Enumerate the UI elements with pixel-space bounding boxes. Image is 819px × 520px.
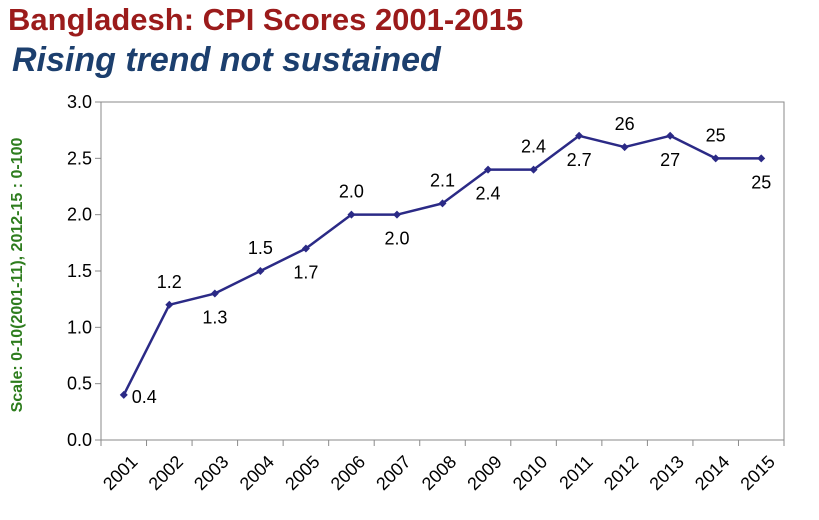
data-label: 2.4: [521, 137, 546, 157]
y-ticks: 0.0 0.5 1.0 1.5 2.0 2.5 3.0: [67, 92, 101, 450]
data-point: [484, 165, 493, 174]
data-point: [301, 244, 310, 253]
x-tick-label: 2003: [190, 452, 232, 494]
data-point: [347, 210, 356, 219]
data-label: 1.3: [202, 308, 227, 328]
data-point: [575, 131, 584, 140]
data-label: 2.0: [384, 229, 409, 249]
data-labels: 0.4 1.2 1.3 1.5 1.7 2.0 2.0 2.1 2.4 2.4 2.7 26 27 25 2…: [132, 114, 771, 407]
plot-area-border: [100, 101, 785, 441]
y-tick-label: 1.5: [67, 261, 92, 281]
x-tick-label: 2002: [145, 452, 187, 494]
data-label: 25: [706, 125, 726, 145]
data-label: 2.0: [339, 182, 364, 202]
y-tick-label: 0.5: [67, 374, 92, 394]
data-label: 1.5: [248, 238, 273, 258]
data-label: 26: [615, 114, 635, 134]
x-tick-label: 2001: [99, 452, 141, 494]
x-tick-label: 2005: [281, 452, 323, 494]
y-tick-label: 2.0: [67, 205, 92, 225]
data-label: 25: [751, 172, 771, 192]
x-tick-label: 2011: [555, 452, 597, 494]
x-tick-label: 2009: [463, 452, 505, 494]
x-tick-label: 2013: [645, 452, 687, 494]
data-point: [438, 199, 447, 208]
data-point: [529, 165, 538, 174]
data-label: 2.1: [430, 170, 455, 190]
chart-title: Bangladesh: CPI Scores 2001-2015: [8, 2, 524, 37]
data-point: [666, 131, 675, 140]
data-label: 2.7: [567, 150, 592, 170]
x-tick-label: 2008: [418, 452, 460, 494]
x-tick-label: 2007: [372, 452, 414, 494]
y-tick-label: 1.0: [67, 317, 92, 337]
data-label: 1.2: [157, 272, 182, 292]
data-point: [210, 289, 219, 298]
x-tick-label: 2004: [236, 452, 278, 494]
x-tick-label: 2006: [327, 452, 369, 494]
series-group: [119, 131, 766, 399]
data-point: [711, 154, 720, 163]
data-point: [392, 210, 401, 219]
y-tick-label: 0.0: [67, 430, 92, 450]
y-tick-label: 2.5: [67, 148, 92, 168]
x-tick-label: 2014: [691, 452, 733, 494]
data-point: [620, 143, 629, 152]
x-tick-label: 2012: [600, 452, 642, 494]
data-point: [256, 267, 265, 275]
axes: [100, 101, 785, 441]
x-tick-label: 2015: [737, 452, 779, 494]
data-point: [757, 154, 766, 163]
data-label: 1.7: [293, 262, 318, 282]
data-point: [119, 390, 128, 399]
data-label: 27: [660, 150, 680, 170]
chart-subtitle: Rising trend not sustained: [12, 41, 441, 79]
data-label: 0.4: [132, 387, 157, 407]
data-label: 2.4: [476, 184, 501, 204]
y-tick-label: 3.0: [67, 92, 92, 112]
x-ticks: 2001 2002 2003 2004 2005 2006 2007 2008 2009 2010…: [99, 440, 785, 494]
data-point: [165, 300, 174, 309]
x-tick-label: 2010: [509, 452, 551, 494]
